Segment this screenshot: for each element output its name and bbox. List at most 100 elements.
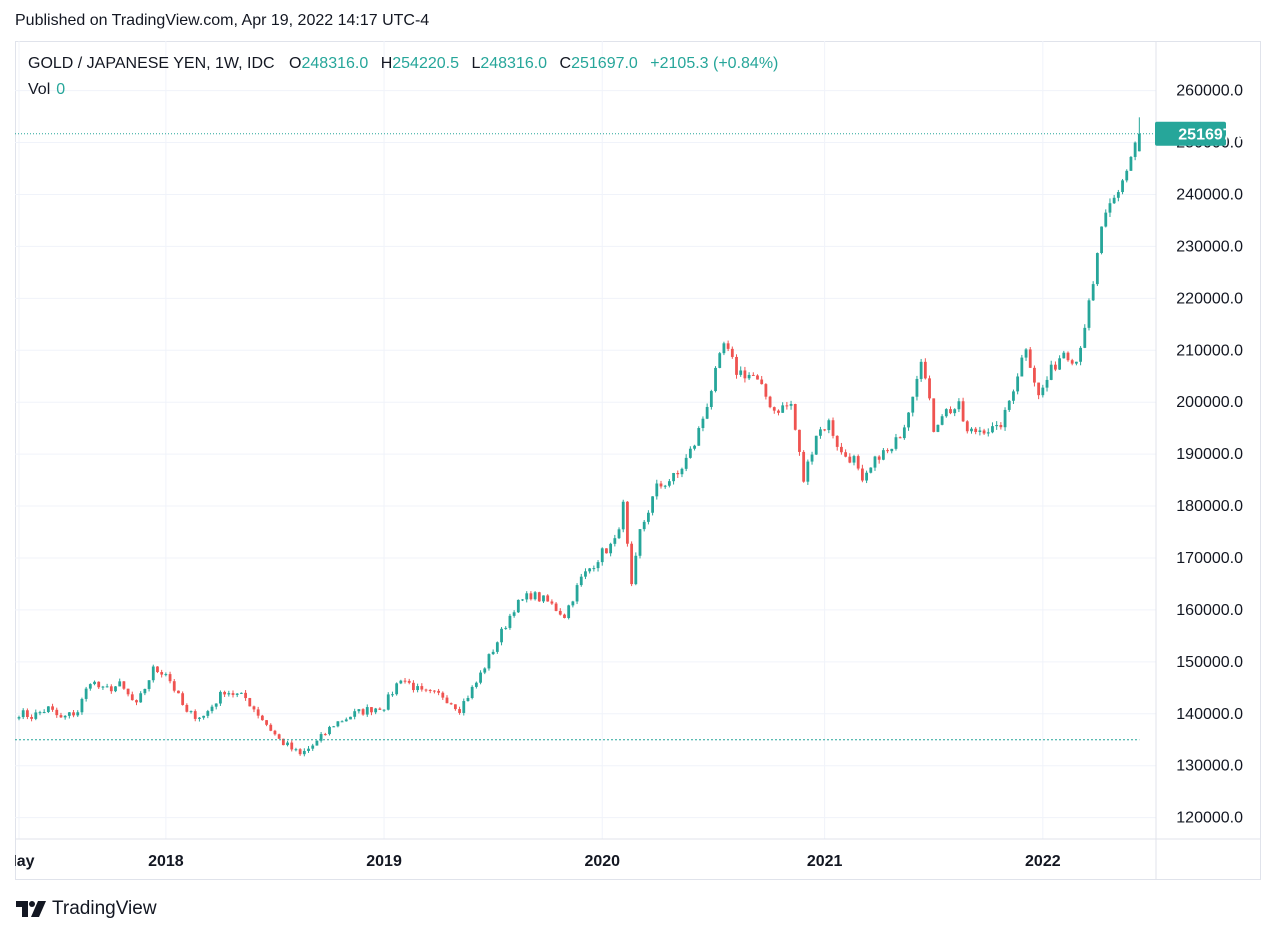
candle-body (563, 614, 566, 618)
candle-body (1020, 357, 1024, 377)
candle-body (34, 712, 38, 719)
candle-body (139, 693, 143, 703)
candle-body (80, 698, 84, 713)
candle-body (135, 700, 138, 703)
candle-body (420, 686, 424, 690)
candle-body (516, 599, 520, 613)
candle-body (319, 734, 323, 741)
open-value: 248316.0 (301, 55, 369, 72)
candle-body (949, 409, 952, 414)
candle-body (273, 730, 277, 735)
candle-body (722, 343, 726, 354)
candle-body (298, 749, 302, 755)
candle-body (1133, 142, 1137, 157)
candle-body (424, 689, 428, 691)
candle-body (1095, 253, 1099, 285)
candle-body (294, 749, 298, 751)
candle-body (579, 576, 583, 586)
candle-body (198, 717, 201, 719)
candle-body (181, 693, 185, 705)
candle-body (877, 456, 881, 460)
candle-body (487, 654, 491, 669)
candle-body (1087, 300, 1091, 328)
open-label: O (289, 55, 302, 72)
candle-body (38, 712, 42, 714)
candle-body (252, 706, 256, 710)
candle-body (239, 692, 243, 694)
candle-body (697, 428, 701, 446)
candle-body (986, 432, 990, 434)
candle-body (802, 451, 806, 482)
candle-body (814, 435, 818, 455)
y-tick-label: 160000.0 (1176, 602, 1243, 619)
candle-body (768, 396, 772, 408)
candle-body (130, 694, 134, 701)
candle-body (504, 627, 508, 629)
y-tick-label: 130000.0 (1176, 758, 1243, 775)
candle-body (806, 461, 810, 482)
candle-body (902, 427, 906, 439)
candle-body (483, 668, 487, 673)
candle-body (672, 473, 675, 482)
brand-name: TradingView (52, 898, 157, 919)
candle-body (911, 396, 915, 413)
candle-body (743, 370, 747, 379)
candle-body (688, 448, 692, 458)
candle-body (735, 356, 738, 375)
candle-body (391, 694, 394, 696)
last-price-label: 251697.0 (1178, 127, 1245, 144)
candle-body (88, 684, 92, 689)
volume-legend: Vol 0 (28, 81, 65, 99)
candle-body (1028, 349, 1032, 368)
candle-body (399, 680, 403, 684)
candle-body (101, 686, 105, 688)
candle-body (642, 521, 646, 530)
candle-body (265, 720, 268, 725)
candle-body (680, 468, 684, 475)
candle-body (1083, 327, 1087, 348)
candle-body (609, 543, 613, 554)
candle-body (189, 711, 193, 713)
y-tick-label: 140000.0 (1176, 706, 1243, 723)
candle-body (823, 429, 827, 431)
candlestick-chart[interactable]: 120000.0 130000.0 140000.0 150000.0 160000.0… (15, 41, 1261, 880)
candle-body (1037, 382, 1041, 396)
candle-body (156, 666, 159, 673)
candle-body (1121, 180, 1124, 193)
candle-body (655, 483, 659, 497)
candle-body (500, 628, 503, 643)
candle-body (449, 703, 453, 705)
candle-body (584, 571, 587, 577)
candle-body (219, 691, 222, 704)
candle-body (810, 454, 814, 462)
candle-body (1024, 349, 1028, 358)
candle-body (789, 404, 793, 406)
candle-body (433, 690, 436, 692)
candle-body (403, 680, 407, 682)
candle-body (51, 706, 54, 710)
candle-body (613, 538, 617, 544)
candle-body (705, 406, 709, 419)
candle-body (701, 418, 705, 429)
candle-body (445, 697, 449, 704)
candle-body (361, 709, 365, 715)
candle-body (626, 501, 629, 544)
candle-body (617, 529, 621, 539)
candle-body (550, 601, 554, 604)
candle-body (1074, 361, 1078, 364)
candle-body (554, 603, 558, 611)
candle-body (42, 712, 46, 714)
candle-body (684, 457, 688, 469)
x-tick-label: 2022 (1025, 853, 1061, 870)
candle-body (168, 674, 172, 682)
candle-body (714, 367, 717, 392)
candle-body (961, 401, 965, 422)
candle-body (651, 496, 654, 513)
tradingview-brand[interactable]: TradingView (16, 898, 157, 920)
candle-body (231, 693, 235, 695)
candle-body (72, 712, 75, 716)
candle-body (93, 681, 96, 685)
candle-body (109, 686, 113, 692)
candle-body (479, 672, 482, 683)
candle-body (202, 715, 206, 718)
